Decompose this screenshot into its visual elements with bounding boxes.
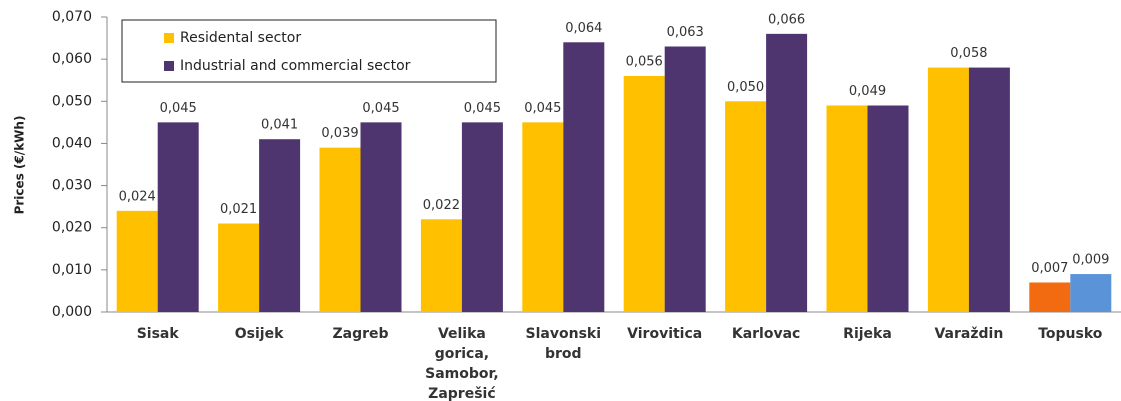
y-tick-label: 0,020 (52, 220, 92, 236)
value-label: 0,045 (524, 101, 561, 116)
y-tick-label: 0,040 (52, 135, 92, 151)
value-label: 0,045 (160, 101, 197, 116)
value-label: 0,064 (565, 21, 602, 36)
x-tick-label: Zagreb (332, 326, 388, 342)
x-tick-label: Slavonski brod (526, 326, 601, 362)
bar (826, 105, 868, 312)
x-tick-label: Sisak (137, 326, 180, 342)
bar (867, 105, 909, 312)
value-label: 0,041 (261, 118, 298, 133)
legend-box (121, 19, 497, 83)
bar (1029, 282, 1071, 312)
bar (319, 147, 361, 312)
bar (420, 219, 462, 312)
value-label: 0,039 (321, 126, 358, 141)
value-label: 0,050 (727, 80, 764, 95)
legend-label: Residental sector (180, 30, 301, 46)
bar (664, 46, 706, 312)
bar (157, 122, 199, 312)
value-label: 0,045 (464, 101, 501, 116)
bar (927, 67, 969, 312)
bar (116, 210, 158, 312)
y-tick-label: 0,050 (52, 93, 92, 109)
value-label: 0,045 (362, 101, 399, 116)
y-tick-label: 0,010 (52, 262, 92, 278)
x-tick-label: Osijek (235, 326, 284, 342)
value-label: 0,049 (849, 84, 886, 99)
bar (766, 33, 808, 312)
bar (259, 139, 301, 312)
bar (563, 42, 605, 313)
bar (1070, 274, 1112, 312)
value-label: 0,058 (950, 46, 987, 61)
legend-swatch (164, 61, 174, 71)
value-label: 0,009 (1072, 253, 1109, 268)
y-axis-label: Prices (€/kWh) (13, 116, 27, 215)
bar (461, 122, 503, 312)
value-label: 0,007 (1031, 261, 1068, 276)
bar (725, 101, 767, 313)
bar (522, 122, 564, 312)
x-tick-label: Karlovac (732, 326, 801, 342)
value-label: 0,021 (220, 202, 257, 217)
y-tick-label: 0,060 (52, 51, 92, 67)
value-label: 0,056 (626, 55, 663, 70)
bar (968, 67, 1010, 312)
value-label: 0,063 (667, 25, 704, 40)
bar (360, 122, 402, 312)
value-label: 0,024 (119, 189, 156, 204)
value-label: 0,066 (768, 12, 805, 27)
x-tick-label: Virovitica (627, 326, 702, 342)
x-tick-label: Topusko (1038, 326, 1103, 342)
y-tick-label: 0,030 (52, 178, 92, 194)
y-tick-label: 0,000 (52, 304, 92, 320)
legend-label: Industrial and commercial sector (180, 58, 411, 74)
x-tick-label: Velika gorica, Samobor, Zaprešić (425, 326, 499, 401)
x-tick-label: Varaždin (934, 326, 1003, 342)
legend-swatch (164, 33, 174, 43)
bar (623, 76, 665, 312)
y-tick-label: 0,070 (52, 9, 92, 25)
x-tick-label: Rijeka (843, 326, 892, 342)
bar (218, 223, 260, 312)
value-label: 0,022 (423, 198, 460, 213)
